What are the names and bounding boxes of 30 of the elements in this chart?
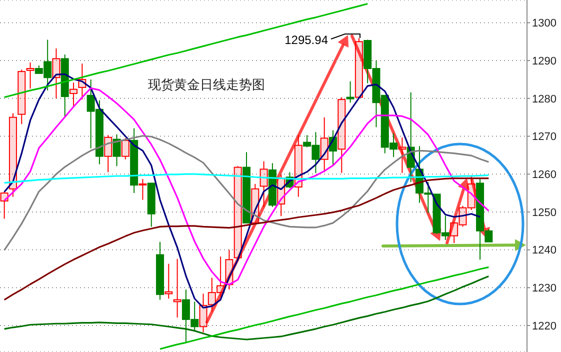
y-tick-label: 1230 — [532, 282, 556, 295]
y-tick-label: 1250 — [532, 206, 556, 219]
y-tick-label: 1220 — [532, 320, 556, 332]
candlestick — [52, 48, 60, 99]
y-tick-label: 1270 — [532, 131, 556, 144]
line-series — [4, 276, 490, 340]
candlestick — [164, 263, 173, 300]
candlestick — [112, 134, 121, 167]
y-tick-label: 1260 — [532, 169, 556, 182]
candlestick — [156, 241, 164, 300]
y-tick-label: 1290 — [532, 55, 556, 68]
line-series — [4, 2, 368, 98]
candlestick — [138, 178, 147, 200]
candlestick — [260, 160, 268, 208]
candlestick — [26, 62, 34, 90]
y-tick-label: 1280 — [532, 93, 556, 106]
text: 现货黄金日线走势图 — [148, 78, 265, 93]
y-tick-label: 1240 — [532, 244, 556, 257]
y-tick-label: 1300 — [532, 18, 556, 30]
candlestick — [130, 128, 138, 194]
line-series — [4, 135, 490, 251]
candlestick — [18, 69, 26, 125]
candlestick — [398, 136, 406, 174]
line-series — [4, 177, 490, 301]
candlestick — [173, 258, 182, 318]
line-series — [159, 266, 490, 350]
candlestick — [199, 293, 208, 333]
annotation: 1295.94 — [284, 33, 328, 47]
candlestick — [70, 82, 78, 108]
candlestick — [104, 134, 112, 173]
